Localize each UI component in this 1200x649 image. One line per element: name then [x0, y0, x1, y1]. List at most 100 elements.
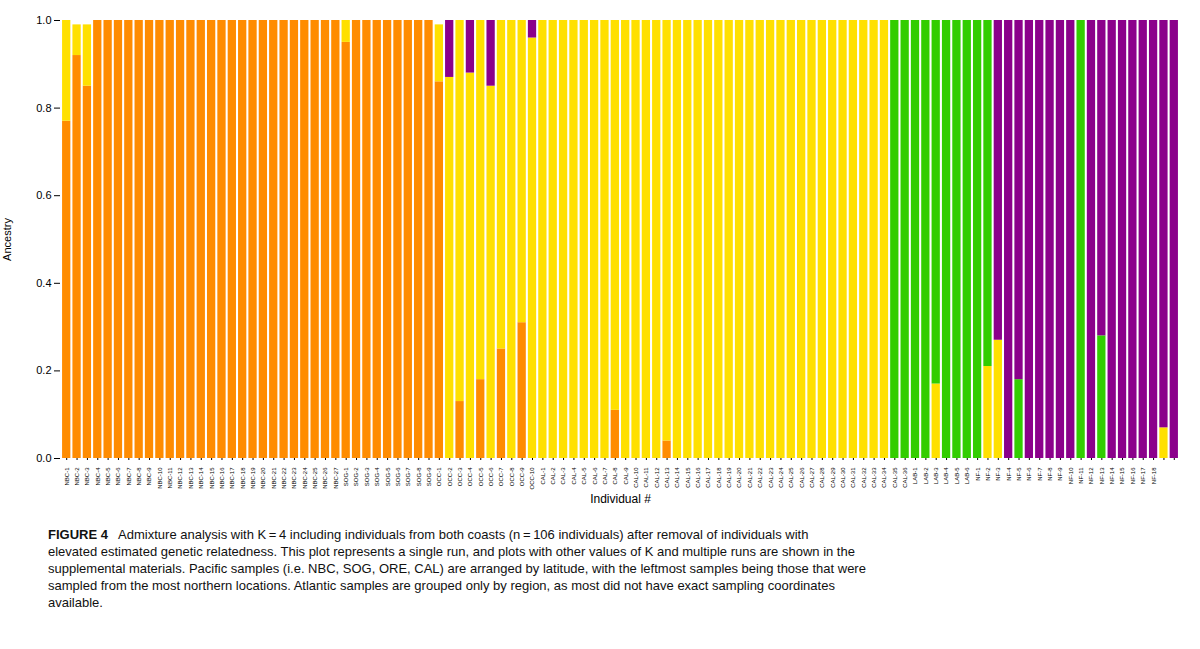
svg-text:NBC-26: NBC-26: [322, 467, 328, 489]
svg-text:NF-3: NF-3: [995, 467, 1001, 481]
svg-text:CAL-9: CAL-9: [623, 467, 629, 485]
svg-text:OCC-2: OCC-2: [447, 467, 453, 486]
svg-text:LAB-6: LAB-6: [964, 467, 970, 484]
svg-text:OCC-6: OCC-6: [488, 467, 494, 486]
svg-text:SOG-7: SOG-7: [405, 467, 411, 486]
svg-text:CAL-23: CAL-23: [768, 467, 774, 488]
svg-text:NBC-11: NBC-11: [167, 467, 173, 489]
svg-text:NF-17: NF-17: [1140, 467, 1146, 484]
svg-text:NBC-20: NBC-20: [260, 467, 266, 489]
svg-text:CAL-20: CAL-20: [736, 467, 742, 488]
svg-text:NF-2: NF-2: [985, 467, 991, 481]
svg-text:NBC-21: NBC-21: [271, 467, 277, 489]
svg-text:CAL-1: CAL-1: [540, 467, 546, 485]
svg-text:SOG-8: SOG-8: [416, 467, 422, 486]
svg-text:NBC-12: NBC-12: [177, 467, 183, 489]
svg-text:NBC-27: NBC-27: [333, 467, 339, 489]
svg-text:CAL-15: CAL-15: [685, 467, 691, 488]
svg-text:NF-11: NF-11: [1078, 467, 1084, 484]
svg-text:NF-9: NF-9: [1057, 467, 1063, 481]
svg-text:0.0: 0.0: [36, 452, 51, 464]
svg-text:NBC-8: NBC-8: [136, 467, 142, 486]
svg-text:CAL-17: CAL-17: [705, 467, 711, 488]
svg-text:SOG-9: SOG-9: [426, 467, 432, 486]
svg-text:CAL-34: CAL-34: [881, 467, 887, 488]
svg-text:NF-12: NF-12: [1088, 467, 1094, 484]
svg-text:CAL-26: CAL-26: [799, 467, 805, 488]
svg-text:CAL-13: CAL-13: [664, 467, 670, 488]
svg-text:0.8: 0.8: [36, 102, 51, 114]
svg-text:OCC-7: OCC-7: [498, 467, 504, 486]
svg-text:CAL-30: CAL-30: [840, 467, 846, 488]
svg-text:NF-1: NF-1: [975, 467, 981, 481]
svg-text:CAL-35: CAL-35: [892, 467, 898, 488]
svg-text:NBC-9: NBC-9: [146, 467, 152, 486]
svg-text:CAL-12: CAL-12: [654, 467, 660, 488]
svg-text:OCC-1: OCC-1: [436, 467, 442, 486]
svg-text:CAL-31: CAL-31: [850, 467, 856, 488]
svg-text:OCC-5: OCC-5: [478, 467, 484, 486]
svg-text:1.0: 1.0: [36, 14, 51, 26]
svg-text:NBC-4: NBC-4: [95, 467, 101, 486]
svg-text:NF-13: NF-13: [1099, 467, 1105, 484]
svg-text:OCC-4: OCC-4: [467, 467, 473, 486]
svg-text:NBC-5: NBC-5: [105, 467, 111, 486]
svg-text:CAL-36: CAL-36: [902, 467, 908, 488]
svg-text:CAL-19: CAL-19: [726, 467, 732, 488]
svg-text:LAB-5: LAB-5: [954, 467, 960, 484]
svg-text:NF-16: NF-16: [1130, 467, 1136, 484]
svg-text:NBC-2: NBC-2: [74, 467, 80, 486]
svg-text:CAL-24: CAL-24: [778, 467, 784, 488]
svg-text:CAL-21: CAL-21: [747, 467, 753, 488]
svg-text:NBC-17: NBC-17: [229, 467, 235, 489]
svg-text:NBC-18: NBC-18: [240, 467, 246, 489]
svg-text:CAL-5: CAL-5: [581, 467, 587, 485]
svg-text:SOG-4: SOG-4: [374, 467, 380, 486]
svg-text:NBC-25: NBC-25: [312, 467, 318, 489]
svg-text:LAB-4: LAB-4: [943, 467, 949, 484]
svg-text:CAL-11: CAL-11: [643, 467, 649, 488]
svg-text:NBC-6: NBC-6: [115, 467, 121, 486]
svg-text:NBC-15: NBC-15: [209, 467, 215, 489]
svg-text:0.2: 0.2: [36, 364, 51, 376]
svg-text:Individual #: Individual #: [590, 492, 651, 506]
svg-text:NF-7: NF-7: [1037, 467, 1043, 481]
svg-text:NBC-19: NBC-19: [250, 467, 256, 489]
svg-text:OCC-9: OCC-9: [519, 467, 525, 486]
svg-text:SOG-2: SOG-2: [353, 467, 359, 486]
svg-text:NF-18: NF-18: [1151, 467, 1157, 484]
svg-text:LAB-3: LAB-3: [933, 467, 939, 484]
svg-text:NBC-3: NBC-3: [84, 467, 90, 486]
svg-text:CAL-14: CAL-14: [674, 467, 680, 488]
svg-text:CAL-2: CAL-2: [550, 467, 556, 485]
svg-text:0.4: 0.4: [36, 277, 51, 289]
svg-text:NF-4: NF-4: [1006, 467, 1012, 481]
svg-text:CAL-8: CAL-8: [612, 467, 618, 485]
svg-text:CAL-4: CAL-4: [571, 467, 577, 485]
svg-text:CAL-28: CAL-28: [819, 467, 825, 488]
svg-text:LAB-2: LAB-2: [923, 467, 929, 484]
svg-text:NF-6: NF-6: [1026, 467, 1032, 481]
svg-text:NF-8: NF-8: [1047, 467, 1053, 481]
svg-text:NBC-23: NBC-23: [291, 467, 297, 489]
svg-text:NBC-24: NBC-24: [302, 467, 308, 489]
svg-text:OCC-10: OCC-10: [529, 467, 535, 490]
svg-text:CAL-7: CAL-7: [602, 467, 608, 485]
svg-text:0.6: 0.6: [36, 189, 51, 201]
svg-text:NF-5: NF-5: [1016, 467, 1022, 481]
svg-text:NBC-22: NBC-22: [281, 467, 287, 489]
svg-text:CAL-22: CAL-22: [757, 467, 763, 488]
svg-text:CAL-16: CAL-16: [695, 467, 701, 488]
svg-text:Ancestry: Ancestry: [1, 218, 13, 261]
svg-text:SOG-5: SOG-5: [385, 467, 391, 486]
svg-text:OCC-8: OCC-8: [509, 467, 515, 486]
svg-text:CAL-6: CAL-6: [592, 467, 598, 485]
svg-text:NBC-14: NBC-14: [198, 467, 204, 489]
svg-text:SOG-1: SOG-1: [343, 467, 349, 486]
svg-text:NF-10: NF-10: [1068, 467, 1074, 484]
svg-text:CAL-18: CAL-18: [716, 467, 722, 488]
svg-text:NF-15: NF-15: [1119, 467, 1125, 484]
svg-text:CAL-10: CAL-10: [633, 467, 639, 488]
svg-text:CAL-3: CAL-3: [560, 467, 566, 485]
svg-text:NF-14: NF-14: [1109, 467, 1115, 484]
